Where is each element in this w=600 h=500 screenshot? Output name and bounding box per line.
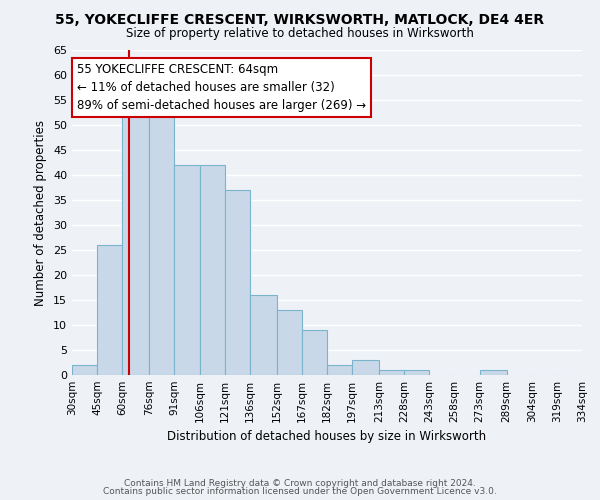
Bar [404,370,430,375]
Bar [149,105,175,375]
Bar [479,370,506,375]
Bar [224,190,250,375]
Text: Contains HM Land Registry data © Crown copyright and database right 2024.: Contains HM Land Registry data © Crown c… [124,478,476,488]
Bar [302,330,327,375]
Text: Contains public sector information licensed under the Open Government Licence v3: Contains public sector information licen… [103,487,497,496]
Y-axis label: Number of detached properties: Number of detached properties [34,120,47,306]
Bar [72,365,97,375]
Bar [175,165,199,375]
Bar [199,165,224,375]
Bar [97,245,122,375]
Bar [250,295,277,375]
Text: Size of property relative to detached houses in Wirksworth: Size of property relative to detached ho… [126,28,474,40]
Bar [352,360,379,375]
Text: 55, YOKECLIFFE CRESCENT, WIRKSWORTH, MATLOCK, DE4 4ER: 55, YOKECLIFFE CRESCENT, WIRKSWORTH, MAT… [55,12,545,26]
Bar [379,370,404,375]
Bar [327,365,352,375]
Text: 55 YOKECLIFFE CRESCENT: 64sqm
← 11% of detached houses are smaller (32)
89% of s: 55 YOKECLIFFE CRESCENT: 64sqm ← 11% of d… [77,63,366,112]
Bar [277,310,302,375]
Bar [122,115,149,375]
X-axis label: Distribution of detached houses by size in Wirksworth: Distribution of detached houses by size … [167,430,487,444]
